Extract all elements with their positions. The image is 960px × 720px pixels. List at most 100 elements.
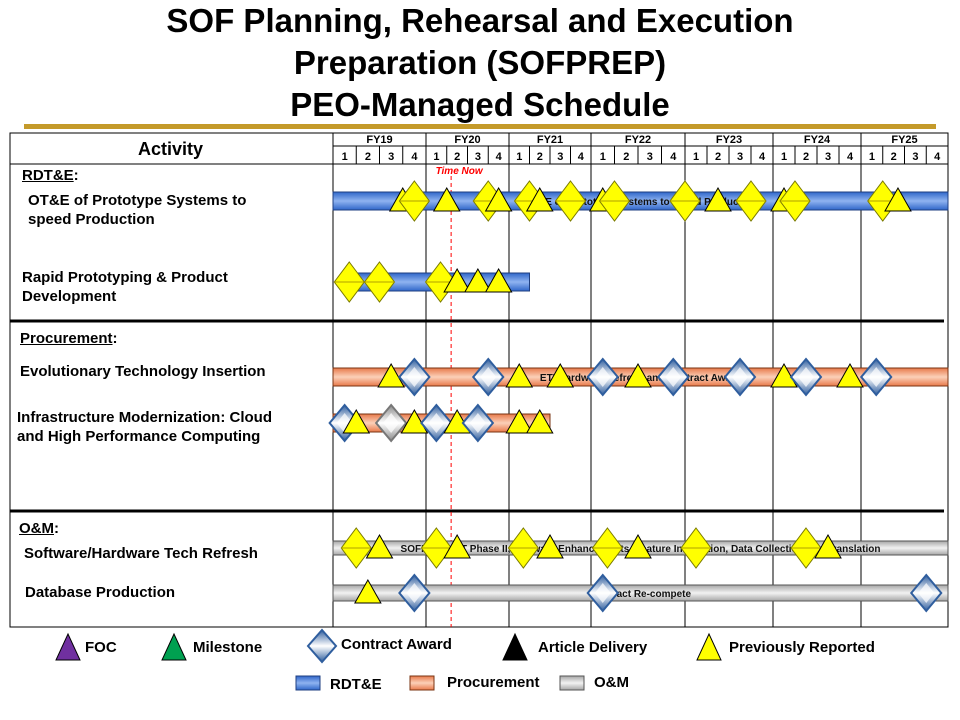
row-label-line: Rapid Prototyping & Product [22,269,228,286]
fy-label: FY24 [804,134,831,146]
quarter-label: 3 [825,151,831,163]
quarter-label: 1 [600,151,606,163]
legend-procurement-swatch [409,675,435,691]
row-label-line: Database Production [25,584,176,601]
previously-reported-marker [704,186,732,212]
previously-reported-marker [400,408,429,434]
legend-foc-marker [55,632,81,661]
contract-award-inner [469,413,486,433]
legend-rdte-label: RDT&E [330,676,382,693]
legend-article-delivery-marker [502,632,528,661]
quarter-label: 2 [891,151,897,163]
previously-reported-marker [814,533,842,559]
previously-reported-marker [443,533,471,559]
fy-label: FY20 [454,134,480,146]
legend-previously-reported-label: Previously Reported [729,639,875,656]
row-label-infrastructure: Infrastructure Modernization: Cloud and … [17,408,272,446]
title-line-3: PEO-Managed Schedule [290,86,670,123]
row-label-eti: Evolutionary Technology Insertion [20,362,266,381]
quarter-label: 3 [737,151,743,163]
section-om-suffix: : [54,520,59,537]
row-label-ote: OT&E of Prototype Systems to speed Produ… [28,191,246,229]
row-label-tech-refresh: Software/Hardware Tech Refresh [24,544,258,563]
previously-reported-marker [484,186,513,212]
legend-foc-label: FOC [85,639,117,656]
previously-reported-marker [365,533,394,559]
previously-reported-marker [432,186,461,212]
legend-om-label: O&M [594,674,629,691]
contract-award-inner [798,367,814,387]
quarter-label: 2 [537,151,543,163]
bar-label: Contract Re-compete [590,589,692,600]
quarter-label: 4 [496,151,503,163]
quarter-label: 4 [847,151,854,163]
activity-header: Activity [138,139,204,159]
contract-award-inner [594,367,611,387]
quarter-label: 4 [934,151,941,163]
contract-award-inner [406,583,423,603]
legend-milestone-label: Milestone [193,639,263,656]
quarter-label: 1 [693,151,699,163]
previously-reported-marker [342,408,371,434]
legend-contract-award-label: Contract Award [341,636,452,653]
title-line-1: SOF Planning, Rehearsal and Execution [166,2,794,39]
fy-label: FY22 [625,134,651,146]
contract-award-inner [406,367,423,387]
previously-reported-marker [443,267,471,293]
quarter-label: 1 [516,151,522,163]
legend-procurement-label: Procurement [447,674,540,691]
previously-reported-marker [377,362,405,388]
previously-reported-marker [836,362,864,388]
section-om-label: O&M [19,520,54,537]
contract-award-inner [665,367,682,387]
quarter-label: 3 [475,151,481,163]
legend-om-swatch [559,675,585,691]
contract-award-inner [594,583,611,603]
previously-reported-marker [624,362,652,388]
previously-reported-marker [525,186,554,212]
quarter-label: 1 [342,151,348,163]
quarter-label: 2 [715,151,721,163]
quarter-label: 2 [365,151,371,163]
time-now-label: Time Now [436,166,484,177]
contract-award-inner [480,367,497,387]
previously-reported-marker [525,408,554,434]
previously-reported-marker [484,267,513,293]
title-underline [24,124,936,129]
schedule-bar [332,584,949,602]
section-rdte: RDT&E: [22,166,79,185]
bar-label: OT&E of Prototype Systems to speed Produ… [524,197,757,208]
fy-label: FY21 [537,134,563,146]
row-label-line: Development [22,288,117,305]
row-label-line: Infrastructure Modernization: Cloud [17,409,272,426]
contract-award-inner [428,413,445,433]
row-label-line: Software/Hardware Tech Refresh [24,545,258,562]
contract-award-inner [868,367,885,387]
page-title: SOF Planning, Rehearsal and Execution Pr… [0,0,960,126]
quarter-label: 1 [781,151,787,163]
row-label-line: OT&E of Prototype Systems to [28,192,247,209]
section-rdte-label: RDT&E [22,167,74,184]
contract-award-inner [918,583,935,603]
quarter-label: 4 [759,151,766,163]
quarter-label: 4 [578,151,585,163]
previously-reported-marker [624,533,652,559]
previously-reported-marker [505,362,534,388]
quarter-label: 2 [623,151,629,163]
quarter-label: 2 [454,151,460,163]
row-label-database: Database Production [25,583,175,602]
quarter-label: 3 [557,151,563,163]
quarter-label: 3 [912,151,918,163]
contract-award-inner [732,367,748,387]
quarter-label: 1 [869,151,875,163]
legend-contract-award-marker [306,628,338,664]
section-procurement-suffix: : [112,330,118,347]
fy-label: FY19 [366,134,392,146]
previously-reported-marker [770,362,798,388]
row-label-line: speed Production [28,211,155,228]
contract-award-inner [383,413,400,433]
previously-reported-marker [464,267,492,293]
quarter-label: 3 [647,151,653,163]
previously-reported-marker [505,408,534,434]
legend-rdte-swatch [295,675,321,691]
